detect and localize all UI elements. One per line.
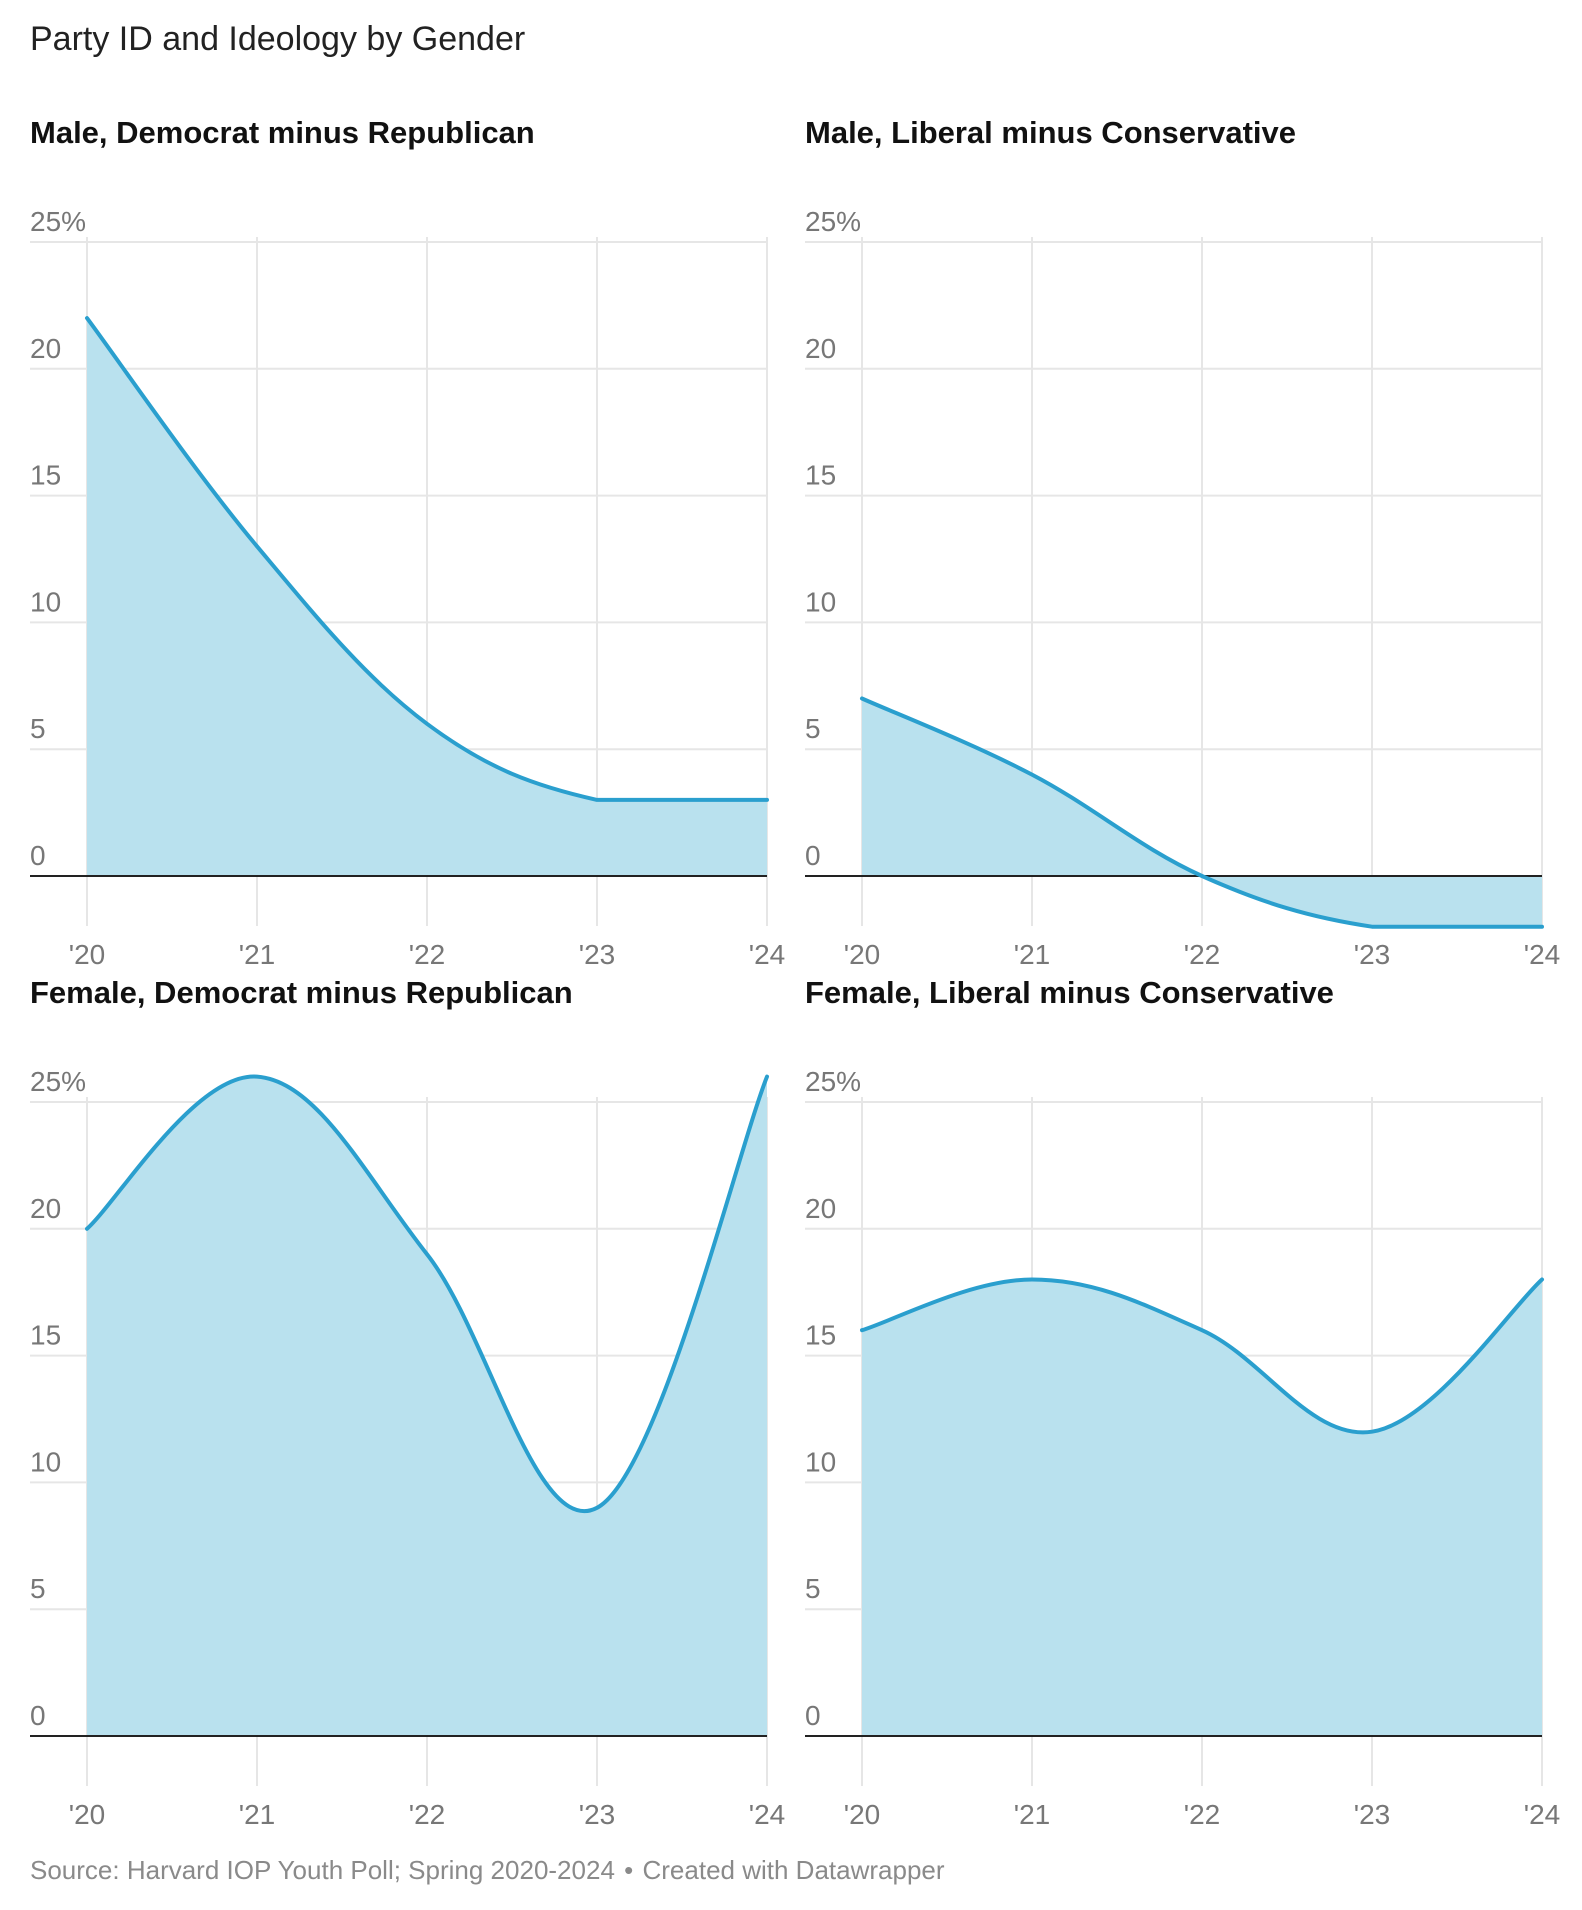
x-tick-label: '20 [69, 1799, 106, 1830]
x-tick-label: '23 [579, 939, 616, 970]
y-tick-label: 10 [805, 586, 836, 617]
x-tick-label: '21 [239, 939, 276, 970]
y-tick-label: 15 [30, 460, 61, 491]
panel-male-dem-rep: Male, Democrat minus Republican 25% 20 15 1… [30, 115, 785, 970]
y-tick-label: 20 [30, 333, 61, 364]
series-line [85, 1074, 769, 1513]
x-tick-label: '21 [1014, 1799, 1051, 1830]
y-tick-label: 5 [805, 713, 821, 744]
y-tick-label: 25% [30, 206, 86, 237]
x-tick-label: '20 [69, 939, 106, 970]
page-title: Party ID and Ideology by Gender [30, 20, 526, 58]
y-tick-label: 5 [805, 1573, 821, 1604]
y-tick-label: 10 [30, 1446, 61, 1477]
y-tick-label: 15 [805, 460, 836, 491]
x-tick-label: '22 [1184, 1799, 1221, 1830]
y-tick-label: 5 [30, 1573, 46, 1604]
y-tick-label: 10 [30, 586, 61, 617]
y-tick-label: 10 [805, 1446, 836, 1477]
series-line [860, 696, 1544, 929]
area-chart: 25% 20 15 10 5 0 '20 '21 '22 '23 '24 [30, 1066, 785, 1830]
panel-title: Male, Liberal minus Conservative [805, 115, 1297, 150]
x-tick-label: '20 [844, 1799, 881, 1830]
area-chart: 25% 20 15 10 5 0 '20 '21 '22 '23 '24 [805, 1066, 1560, 1830]
source-text: Source: Harvard IOP Youth Poll; Spring 2… [30, 1855, 615, 1885]
x-tick-label: '21 [1014, 939, 1051, 970]
x-tick-label: '21 [239, 1799, 276, 1830]
x-tick-label: '23 [579, 1799, 616, 1830]
x-tick-label: '24 [1524, 1799, 1561, 1830]
separator: • [624, 1855, 634, 1885]
y-tick-label: 5 [30, 713, 46, 744]
y-tick-label: 25% [805, 1066, 861, 1097]
area-chart: 25% 20 15 10 5 0 '20 '21 '22 '23 '24 [30, 206, 785, 970]
panel-female-dem-rep: Female, Democrat minus Republican 25% 20 1… [30, 975, 785, 1830]
panel-title: Female, Liberal minus Conservative [805, 975, 1334, 1010]
credit-text: Created with Datawrapper [642, 1855, 945, 1885]
y-tick-label: 20 [805, 333, 836, 364]
horizontal-gridlines [805, 241, 1542, 751]
x-tick-label: '23 [1354, 1799, 1391, 1830]
area-fill [87, 318, 767, 877]
y-tick-label: 25% [805, 206, 861, 237]
y-tick-label: 0 [30, 840, 46, 871]
panel-title: Male, Democrat minus Republican [30, 115, 535, 150]
y-tick-label: 0 [30, 1700, 46, 1731]
x-tick-label: '22 [409, 1799, 446, 1830]
series-line [860, 1277, 1544, 1435]
x-tick-label: '24 [1524, 939, 1561, 970]
area-fill [87, 1076, 767, 1736]
x-tick-label: '24 [749, 939, 786, 970]
source-note: Source: Harvard IOP Youth Poll; Spring 2… [30, 1855, 945, 1886]
y-tick-label: 20 [805, 1193, 836, 1224]
panel-female-lib-con: Female, Liberal minus Conservative 25% 20… [805, 975, 1560, 1830]
panel-male-lib-con: Male, Liberal minus Conservative 25% 20 15… [805, 115, 1560, 970]
area-fill [862, 698, 1542, 927]
series-line [85, 316, 769, 802]
area-chart: 25% 20 15 10 5 0 '20 '21 '22 '23 '24 [805, 206, 1560, 970]
y-tick-label: 0 [805, 840, 821, 871]
x-tick-label: '20 [844, 939, 881, 970]
x-tick-label: '22 [1184, 939, 1221, 970]
x-tick-label: '23 [1354, 939, 1391, 970]
y-tick-label: 15 [30, 1320, 61, 1351]
y-tick-label: 15 [805, 1320, 836, 1351]
y-tick-label: 25% [30, 1066, 86, 1097]
x-tick-label: '24 [749, 1799, 786, 1830]
y-tick-label: 0 [805, 1700, 821, 1731]
y-tick-label: 20 [30, 1193, 61, 1224]
panel-title: Female, Democrat minus Republican [30, 975, 573, 1010]
x-tick-label: '22 [409, 939, 446, 970]
area-fill [862, 1279, 1542, 1736]
